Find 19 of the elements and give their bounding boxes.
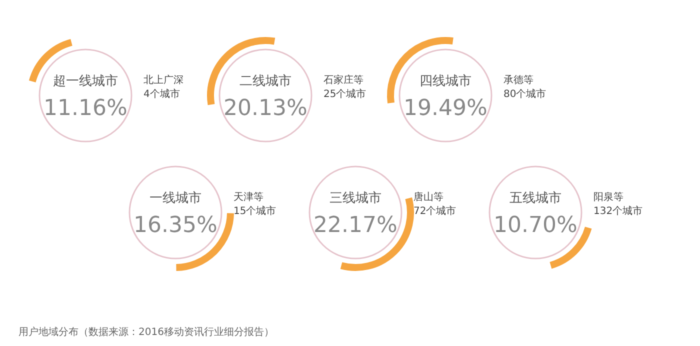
data-label: 16.35% <box>134 213 218 238</box>
category-label: 一线城市 <box>150 191 202 206</box>
category-label: 四线城市 <box>420 74 472 89</box>
category-label: 超一线城市 <box>53 74 118 89</box>
category-label: 二线城市 <box>240 74 292 89</box>
text: 石家庄等 25个城市 <box>324 74 366 100</box>
data-label: 22.17% <box>314 213 398 238</box>
text: 阳泉等 132个城市 <box>594 192 643 218</box>
data-label: 19.49% <box>404 96 488 121</box>
text: 承德等 80个城市 <box>504 74 546 100</box>
text: 唐山等 72个城市 <box>414 192 456 218</box>
data-label: 10.70% <box>494 213 578 238</box>
category-label: 五线城市 <box>510 191 562 206</box>
data-label: 11.16% <box>44 96 128 121</box>
text: 天津等 15个城市 <box>234 192 276 218</box>
text: 用户地域分布（数据来源：2016移动资讯行业细分报告） <box>18 326 274 338</box>
category-label: 三线城市 <box>330 191 382 206</box>
text: 北上广深 4个城市 <box>144 74 184 100</box>
data-label: 20.13% <box>224 96 308 121</box>
